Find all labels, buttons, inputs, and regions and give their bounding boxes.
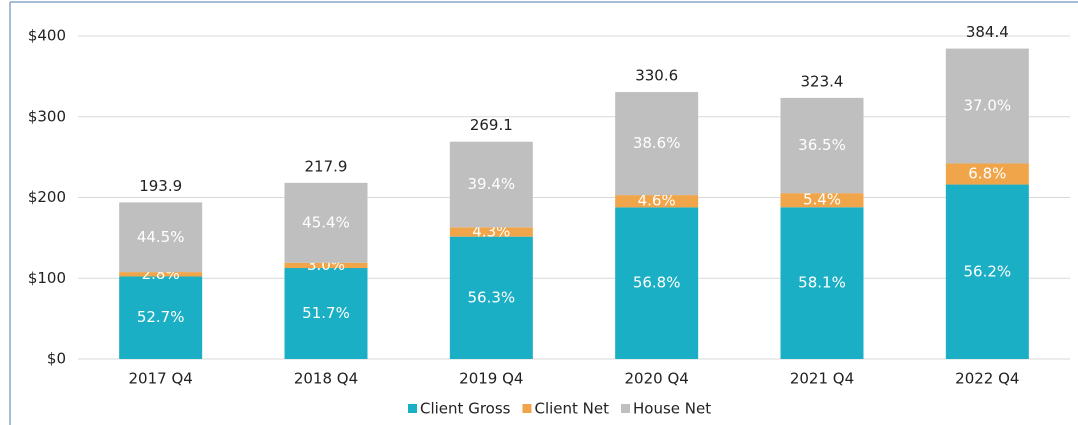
bar-segment <box>449 227 533 237</box>
segment-label: 52.7% <box>137 308 185 326</box>
total-label: 269.1 <box>470 116 513 134</box>
bar-segment <box>119 202 203 273</box>
y-tick-label: $200 <box>28 188 66 206</box>
bar-segment <box>119 272 203 277</box>
total-label: 193.9 <box>139 177 182 195</box>
bar-segment <box>119 276 203 359</box>
y-tick-label: $400 <box>28 27 66 45</box>
legend-swatch <box>522 404 532 413</box>
y-tick-label: $100 <box>28 269 66 287</box>
y-tick-label: $300 <box>28 107 66 125</box>
bar-segment <box>449 236 533 359</box>
segment-label: 39.4% <box>468 175 516 193</box>
segment-label: 5.4% <box>803 191 841 209</box>
legend-label: Client Gross <box>420 400 511 418</box>
bar-segment <box>945 163 1029 185</box>
x-tick-label: 2017 Q4 <box>129 370 193 388</box>
x-tick-label: 2018 Q4 <box>294 370 358 388</box>
bar-segment <box>780 97 864 194</box>
bar-segment <box>780 207 864 359</box>
bar-segment <box>945 48 1029 164</box>
total-label: 217.9 <box>305 157 348 175</box>
segment-label: 58.1% <box>798 274 846 292</box>
y-tick-label: $0 <box>47 350 66 368</box>
segment-label: 56.8% <box>633 274 681 292</box>
bar-segment <box>945 184 1029 359</box>
legend-swatch <box>621 404 630 413</box>
segment-label: 56.3% <box>468 288 516 306</box>
segment-label: 56.2% <box>964 262 1012 280</box>
total-label: 384.4 <box>966 23 1009 41</box>
x-tick-label: 2021 Q4 <box>790 370 854 388</box>
x-tick-label: 2022 Q4 <box>955 370 1019 388</box>
bar-segment <box>615 207 699 359</box>
segment-label: 44.5% <box>137 228 185 246</box>
segment-label: 37.0% <box>964 97 1012 115</box>
bar-segment <box>780 193 864 208</box>
bar-segment <box>284 182 368 263</box>
total-label: 323.4 <box>801 72 844 90</box>
x-tick-label: 2019 Q4 <box>459 370 523 388</box>
segment-label: 38.6% <box>633 134 681 152</box>
segment-label: 45.4% <box>302 213 350 231</box>
segment-label: 36.5% <box>798 136 846 154</box>
segment-label: 51.7% <box>302 304 350 322</box>
segment-label: 4.6% <box>638 192 676 210</box>
legend-swatch <box>408 404 417 413</box>
total-label: 330.6 <box>635 67 678 85</box>
bar-segment <box>284 268 368 359</box>
bar-segment <box>615 92 699 196</box>
legend-label: House Net <box>633 400 711 418</box>
bar-segment <box>449 141 533 228</box>
bar-segment <box>615 195 699 208</box>
segment-label: 6.8% <box>968 164 1006 182</box>
legend-label: Client Net <box>534 400 609 418</box>
bar-segment <box>284 262 368 269</box>
x-tick-label: 2020 Q4 <box>625 370 689 388</box>
